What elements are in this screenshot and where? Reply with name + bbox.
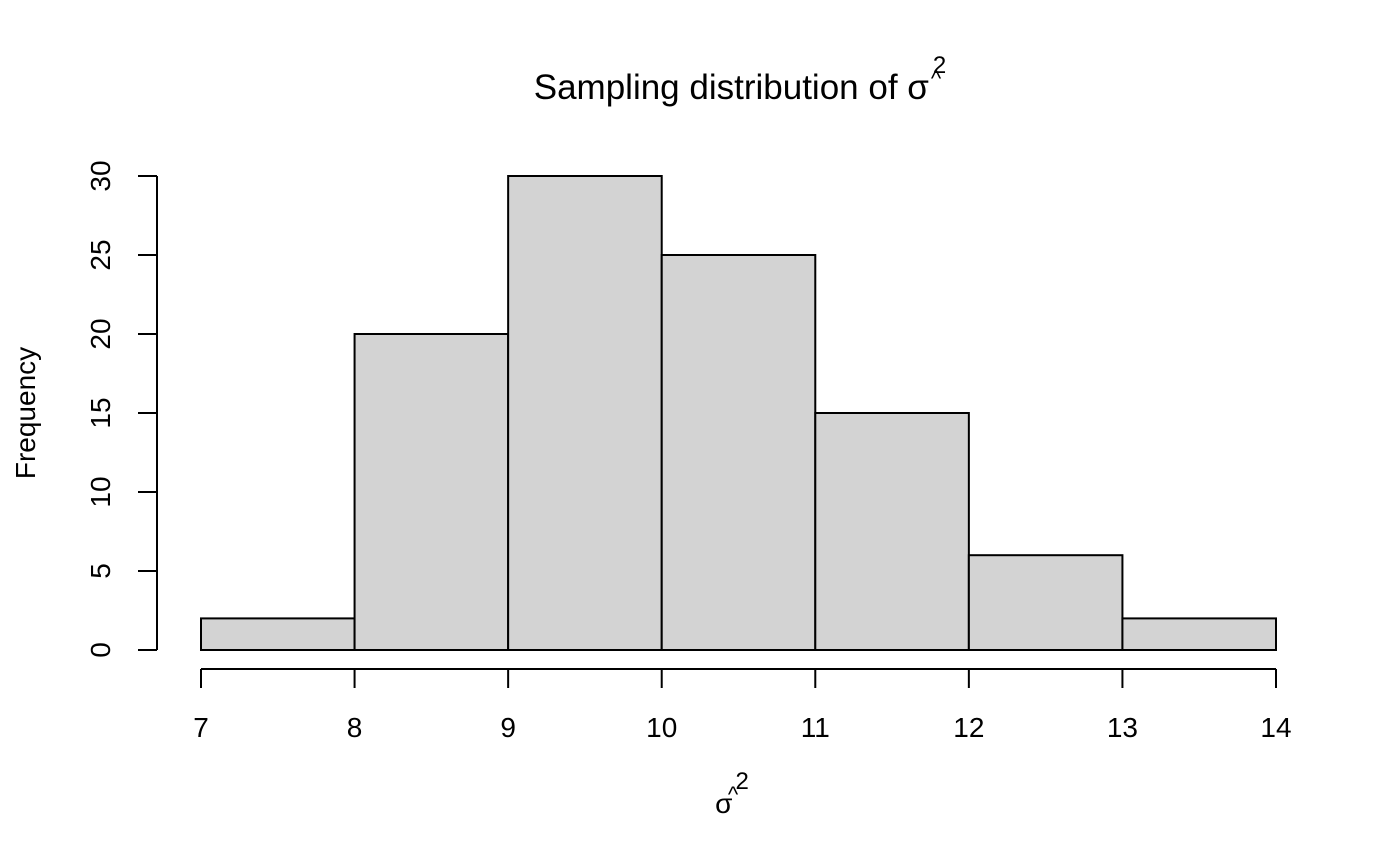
x-tick-label: 8 (347, 712, 363, 743)
histogram-bar-13-14 (1121, 617, 1278, 652)
histogram-bar-12-13 (967, 554, 1124, 652)
y-tick-label: 25 (85, 239, 116, 270)
x-axis: 7 8 9 10 11 12 13 14 (193, 668, 1292, 743)
y-tick-label: 15 (85, 397, 116, 428)
histogram-bar-7-8 (200, 617, 356, 652)
x-tick-label: 7 (193, 712, 209, 743)
y-axis-title: Frequency (10, 347, 41, 479)
x-tick-label: 9 (500, 712, 516, 743)
x-tick-label: 11 (801, 712, 830, 743)
x-tick-label: 14 (1260, 712, 1291, 743)
x-tick-label: 12 (953, 712, 984, 743)
y-tick-label: 30 (85, 160, 116, 191)
histogram-bar-10-11 (660, 254, 817, 651)
chart-title-text: Sampling distribution of (534, 68, 908, 107)
x-axis-title: σ2 (715, 768, 749, 819)
x-tick-label: 13 (1107, 712, 1138, 743)
chart-title-symbol: σ (907, 68, 929, 107)
histogram-bars (200, 175, 1278, 652)
chart-title: Sampling distribution of σ2 (534, 52, 947, 107)
y-tick-label: 5 (85, 563, 116, 579)
y-tick-label: 10 (85, 476, 116, 507)
x-axis-title-hat: ^ (728, 782, 739, 807)
x-tick-label: 10 (646, 712, 677, 743)
histogram-bar-9-10 (507, 175, 663, 651)
y-tick-label: 0 (85, 642, 116, 658)
chart-title-hat: ^ (931, 66, 942, 91)
histogram-bar-8-9 (353, 333, 510, 651)
x-axis-title-superscript: 2 (735, 768, 748, 795)
histogram-bar-11-12 (814, 412, 970, 651)
y-tick-label: 20 (85, 318, 116, 349)
x-axis-title-symbol: σ (715, 788, 732, 819)
y-axis: 0 5 10 15 20 25 30 (85, 160, 158, 658)
chart-title-superscript: 2 (933, 52, 946, 79)
